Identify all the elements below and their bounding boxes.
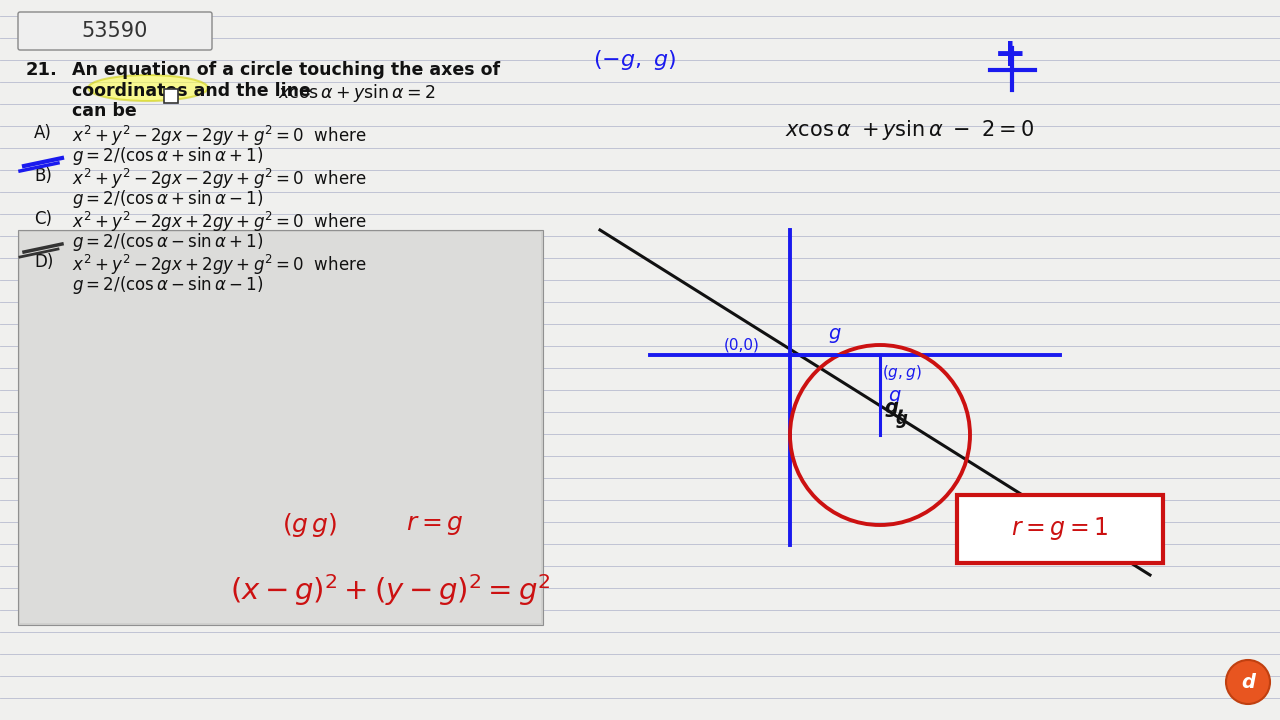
Text: $g = 2/(\cos\alpha + \sin\alpha - 1)$: $g = 2/(\cos\alpha + \sin\alpha - 1)$ (72, 188, 264, 210)
Bar (18, 230, 543, 625)
Text: $g = 2/(\cos\alpha + \sin\alpha + 1)$: $g = 2/(\cos\alpha + \sin\alpha + 1)$ (72, 145, 264, 167)
Text: $r=g$: $r=g$ (406, 513, 463, 537)
Ellipse shape (88, 75, 209, 101)
Text: $x^2 + y^2 - 2gx + 2gy + g^2 = 0$  where: $x^2 + y^2 - 2gx + 2gy + g^2 = 0$ where (72, 253, 366, 277)
Bar (164, 89, 178, 103)
Text: $x^2 + y^2 - 2gx - 2gy + g^2 = 0$  where: $x^2 + y^2 - 2gx - 2gy + g^2 = 0$ where (72, 167, 366, 191)
Text: can be: can be (72, 102, 137, 120)
Text: +: + (993, 36, 1027, 74)
Bar (20, 232, 541, 623)
Text: $(g\,g)$: $(g\,g)$ (283, 511, 338, 539)
Text: $(-g,\ g)$: $(-g,\ g)$ (593, 48, 676, 72)
Text: (0,0): (0,0) (724, 337, 760, 352)
Circle shape (1226, 660, 1270, 704)
Text: D): D) (35, 253, 54, 271)
Text: g: g (896, 410, 908, 428)
Text: $x^2 + y^2 - 2gx + 2gy + g^2 = 0$  where: $x^2 + y^2 - 2gx + 2gy + g^2 = 0$ where (72, 210, 366, 234)
Text: $(g, g)$: $(g, g)$ (882, 363, 922, 382)
Text: An equation of a circle touching the axes of: An equation of a circle touching the axe… (72, 61, 500, 79)
Text: g: g (829, 324, 841, 343)
Text: 21.: 21. (26, 61, 58, 79)
Text: d: d (1242, 672, 1254, 691)
Text: coordinates and the line: coordinates and the line (72, 82, 323, 100)
Text: $(x-g)^2+(y-g)^2=g^2$: $(x-g)^2+(y-g)^2=g^2$ (229, 572, 550, 608)
FancyBboxPatch shape (18, 12, 212, 50)
Text: g,: g, (884, 397, 906, 416)
Text: $g = 2/(\cos\alpha - \sin\alpha - 1)$: $g = 2/(\cos\alpha - \sin\alpha - 1)$ (72, 274, 264, 296)
Text: $x\cos\alpha\ +y\sin\alpha\ -\ 2=0$: $x\cos\alpha\ +y\sin\alpha\ -\ 2=0$ (785, 118, 1034, 142)
Text: $x\cos\alpha + y\sin\alpha = 2$: $x\cos\alpha + y\sin\alpha = 2$ (278, 82, 435, 104)
Text: $g = 2/(\cos\alpha - \sin\alpha + 1)$: $g = 2/(\cos\alpha - \sin\alpha + 1)$ (72, 231, 264, 253)
Text: B): B) (35, 167, 52, 185)
Text: $x^2 + y^2 - 2gx - 2gy + g^2 = 0$  where: $x^2 + y^2 - 2gx - 2gy + g^2 = 0$ where (72, 124, 366, 148)
Text: 53590: 53590 (82, 21, 148, 41)
Text: C): C) (35, 210, 52, 228)
Text: g: g (888, 385, 900, 405)
FancyBboxPatch shape (957, 495, 1164, 563)
Text: $r=g=1$: $r=g=1$ (1011, 516, 1108, 542)
Text: A): A) (35, 124, 52, 142)
